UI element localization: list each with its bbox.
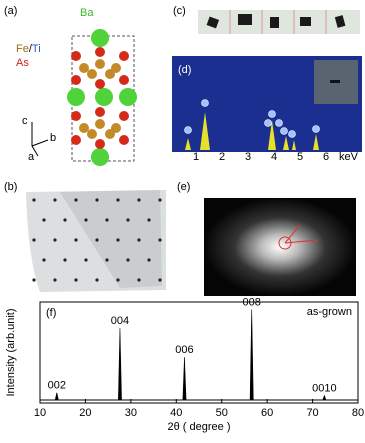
x-tick-label: 80 xyxy=(352,407,364,419)
saed-marks xyxy=(278,224,319,250)
legend-fe-ti: Fe/Ti xyxy=(16,43,41,55)
axis-a: a xyxy=(28,151,35,163)
eds-tick-label: 3 xyxy=(245,151,251,163)
x-tick-label: 60 xyxy=(261,407,273,419)
panel-label: (f) xyxy=(46,307,56,319)
axis-c: c xyxy=(22,115,28,127)
crystal-photo xyxy=(198,10,360,34)
peak xyxy=(182,357,187,401)
eds-tick-label: 2 xyxy=(219,151,225,163)
axis-b: b xyxy=(50,132,56,144)
eds-peaks xyxy=(185,112,319,150)
legend-ti: Ti xyxy=(32,43,41,55)
legend-slash: / xyxy=(29,43,33,55)
panel-label: (a) xyxy=(4,5,17,17)
legend-as: As xyxy=(16,57,29,69)
x-axis-label: 2θ ( degree ) xyxy=(168,421,231,433)
axes-indicator xyxy=(31,122,49,157)
eds-tick-label: 1 xyxy=(193,151,199,163)
x-tick-label: 30 xyxy=(125,407,137,419)
peak xyxy=(322,394,327,401)
panel-label: (b) xyxy=(4,181,17,193)
legend-fe: Fe xyxy=(16,43,29,55)
panel-label: (d) xyxy=(178,64,191,76)
eds-tick-label: 5 xyxy=(297,151,303,163)
peak-label: 002 xyxy=(48,380,66,392)
x-tick-label: 70 xyxy=(306,407,318,419)
plot-frame xyxy=(39,301,359,404)
peak-label: 0010 xyxy=(312,383,336,395)
x-tick-label: 50 xyxy=(216,407,228,419)
peak xyxy=(54,392,59,401)
x-tick-label: 20 xyxy=(79,407,91,419)
eds-inset-sample xyxy=(330,80,340,83)
peak xyxy=(249,309,254,401)
peak xyxy=(118,328,122,401)
peak-label: 008 xyxy=(243,296,261,308)
panel-label: (e) xyxy=(177,181,190,193)
eds-markers xyxy=(184,99,320,138)
peak-label: 004 xyxy=(111,315,129,327)
legend-ba: Ba xyxy=(80,7,94,19)
y-axis-label: Intensity (arb.unit) xyxy=(5,308,17,396)
eds-tick-label: 6 xyxy=(323,151,329,163)
crystal-structure xyxy=(67,29,137,166)
x-tick-label: 10 xyxy=(34,407,46,419)
x-tick-label: 40 xyxy=(170,407,182,419)
annotation: as-grown xyxy=(307,306,352,318)
eds-tick-label: 4 xyxy=(271,151,277,163)
eds-unit: keV xyxy=(339,151,359,163)
diffraction-photo xyxy=(26,190,166,292)
peak-label: 006 xyxy=(175,344,193,356)
panel-label: (c) xyxy=(173,5,186,17)
